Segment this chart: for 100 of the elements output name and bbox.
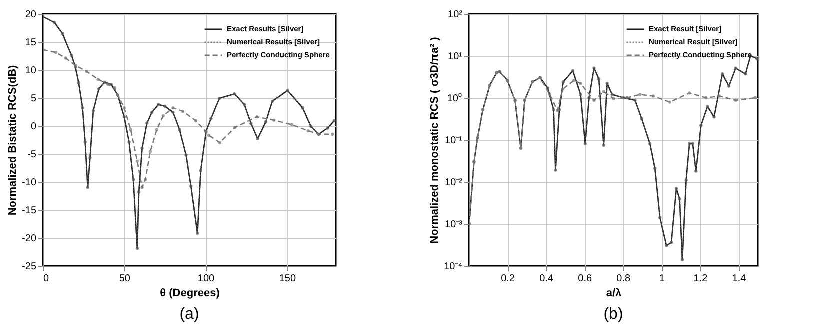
point (97, 87, 101, 91)
point (670, 241, 674, 244)
y-tick-label: 10 (25, 66, 37, 76)
point (181, 110, 185, 114)
y-tick-label: -25 (22, 262, 37, 272)
point (606, 82, 609, 86)
point (132, 178, 136, 182)
point (754, 96, 758, 100)
point (84, 140, 87, 144)
x-tick-label: 150 (279, 274, 296, 284)
point (734, 66, 738, 70)
point (548, 93, 552, 96)
point (706, 105, 710, 108)
point (554, 168, 558, 172)
point (634, 98, 637, 102)
point (162, 114, 166, 118)
y-tick-label: 10⁻² (445, 178, 464, 188)
point (150, 110, 154, 114)
point (612, 97, 616, 101)
x-tick-label: 0.4 (540, 274, 554, 284)
point (584, 142, 587, 146)
point (648, 142, 652, 146)
point (60, 32, 64, 36)
point (81, 106, 84, 110)
point (326, 126, 330, 130)
point (140, 146, 144, 150)
point (218, 96, 222, 100)
text: (b) (604, 306, 624, 323)
point (720, 72, 724, 76)
point (172, 110, 175, 114)
y-axis-title: Normalized monostatic RCS ( σ3D/πa² ) (429, 36, 442, 244)
point (332, 119, 336, 123)
point (272, 118, 276, 122)
y-tick-label: 15 (25, 38, 37, 48)
y-axis-title: Normalized Bistatic RCS(dB) (7, 64, 20, 216)
point (638, 93, 642, 96)
point (54, 51, 58, 54)
point (164, 104, 167, 108)
point (310, 124, 313, 128)
y-tick-label: 10⁻⁴ (444, 262, 462, 272)
point (255, 115, 259, 119)
point (678, 198, 682, 201)
point (190, 184, 193, 188)
point (691, 142, 694, 146)
point (146, 122, 149, 125)
point (88, 156, 92, 160)
point (668, 100, 672, 104)
point (625, 96, 629, 100)
point (92, 109, 96, 112)
point (172, 106, 175, 110)
x-tick-label: 0.2 (501, 274, 516, 284)
point (264, 120, 268, 124)
point (571, 69, 575, 73)
text: (a) (180, 306, 200, 323)
point (110, 82, 113, 86)
x-axis-title: a/λ (606, 288, 622, 300)
x-tick-label: 0.8 (616, 274, 632, 284)
point (184, 154, 188, 157)
point (256, 137, 260, 140)
y-tick-label: 5 (30, 94, 37, 104)
point (155, 128, 159, 132)
point (592, 66, 596, 70)
point (233, 126, 237, 130)
point (331, 132, 334, 136)
point (106, 82, 110, 86)
point (194, 119, 198, 123)
point (286, 89, 290, 92)
point (718, 94, 722, 98)
point (572, 78, 576, 82)
x-tick-label: 1.2 (694, 274, 708, 284)
point (199, 169, 202, 172)
point (178, 128, 182, 132)
x-axis-title: θ (Degrees) (160, 288, 220, 300)
point (122, 106, 126, 110)
point (148, 150, 152, 154)
point (96, 78, 100, 82)
point (140, 186, 144, 190)
y-tick-label: -20 (22, 234, 37, 244)
point (597, 78, 601, 81)
point (113, 86, 116, 90)
y-tick-label: 10¹ (448, 52, 464, 62)
point (592, 98, 596, 102)
point (129, 128, 132, 132)
point (561, 88, 564, 92)
point (588, 96, 591, 100)
x-tick-label: 0.6 (578, 274, 592, 284)
point (684, 178, 688, 182)
point (688, 92, 692, 95)
point (674, 187, 678, 190)
point (602, 90, 606, 94)
point (52, 20, 56, 24)
x-tick-label: 100 (198, 274, 216, 284)
y-tick-label: 10⁻¹ (445, 136, 464, 146)
point (744, 72, 748, 76)
point (122, 115, 126, 119)
point (579, 93, 582, 96)
point (144, 178, 148, 182)
point (688, 142, 692, 146)
y-tick-label: -15 (22, 206, 37, 216)
y-tick-label: -5 (28, 150, 37, 160)
